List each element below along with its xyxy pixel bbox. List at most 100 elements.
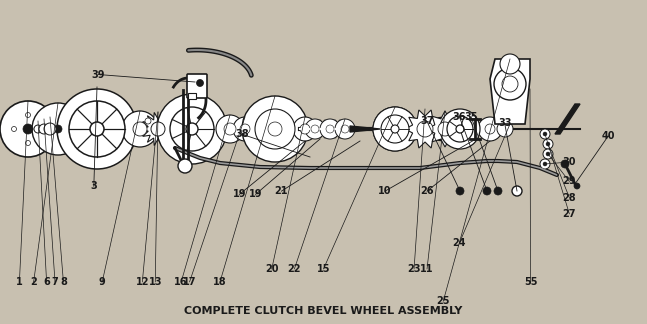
Text: 25: 25	[437, 296, 450, 306]
Circle shape	[311, 125, 319, 133]
Text: 18: 18	[213, 277, 227, 287]
Text: 13: 13	[149, 277, 162, 287]
Text: 26: 26	[421, 186, 433, 196]
Circle shape	[335, 119, 355, 139]
Text: 3: 3	[91, 181, 97, 191]
Circle shape	[151, 122, 165, 136]
Circle shape	[242, 96, 308, 162]
Text: 36: 36	[453, 112, 466, 122]
Circle shape	[561, 160, 569, 168]
Circle shape	[546, 152, 550, 156]
Circle shape	[69, 101, 125, 157]
Circle shape	[440, 109, 480, 149]
Circle shape	[233, 117, 257, 141]
Text: 2: 2	[30, 277, 37, 287]
Text: 19: 19	[233, 190, 246, 199]
Text: 30: 30	[563, 157, 576, 167]
Circle shape	[373, 107, 417, 151]
Text: 22: 22	[288, 264, 301, 274]
Text: 28: 28	[562, 193, 576, 202]
Circle shape	[326, 125, 334, 133]
Circle shape	[483, 187, 491, 195]
Circle shape	[438, 122, 452, 136]
Ellipse shape	[333, 120, 338, 138]
Circle shape	[90, 122, 104, 136]
Circle shape	[381, 115, 409, 143]
Circle shape	[255, 109, 295, 149]
Polygon shape	[141, 112, 175, 145]
Circle shape	[500, 54, 520, 74]
Circle shape	[186, 123, 198, 135]
Polygon shape	[350, 126, 380, 132]
Circle shape	[417, 121, 433, 137]
Circle shape	[300, 124, 310, 134]
Text: 10: 10	[378, 186, 391, 196]
Text: COMPLETE CLUTCH BEVEL WHEEL ASSEMBLY: COMPLETE CLUTCH BEVEL WHEEL ASSEMBLY	[184, 306, 462, 316]
Text: 27: 27	[563, 209, 576, 219]
Text: 16: 16	[175, 277, 188, 287]
Text: 17: 17	[183, 277, 196, 287]
Text: 24: 24	[453, 238, 466, 248]
Polygon shape	[555, 104, 580, 134]
Text: 33: 33	[498, 118, 511, 128]
Ellipse shape	[313, 120, 318, 138]
Circle shape	[133, 122, 147, 136]
Text: 11: 11	[421, 264, 433, 274]
Circle shape	[23, 124, 33, 134]
Circle shape	[216, 115, 244, 143]
Circle shape	[25, 112, 30, 118]
Circle shape	[341, 125, 349, 133]
Polygon shape	[405, 110, 445, 148]
Text: 37: 37	[421, 117, 433, 126]
Circle shape	[157, 94, 227, 164]
Circle shape	[32, 103, 84, 155]
Text: 6: 6	[43, 277, 50, 287]
Text: 23: 23	[408, 264, 421, 274]
Circle shape	[25, 141, 30, 145]
Circle shape	[543, 132, 547, 136]
Circle shape	[494, 187, 502, 195]
Circle shape	[540, 159, 550, 169]
Circle shape	[197, 79, 204, 87]
Circle shape	[54, 125, 62, 133]
Circle shape	[485, 124, 495, 134]
Circle shape	[39, 126, 45, 132]
Circle shape	[540, 129, 550, 139]
Circle shape	[543, 162, 547, 166]
Circle shape	[122, 111, 158, 147]
Polygon shape	[427, 111, 463, 147]
Polygon shape	[188, 93, 196, 99]
Circle shape	[0, 101, 56, 157]
Text: 1: 1	[16, 277, 23, 287]
Circle shape	[391, 125, 399, 133]
Text: 15: 15	[317, 264, 330, 274]
Circle shape	[178, 159, 192, 173]
Circle shape	[145, 118, 151, 124]
Circle shape	[268, 122, 282, 136]
Circle shape	[293, 117, 317, 141]
Circle shape	[39, 124, 49, 134]
Circle shape	[456, 125, 464, 133]
Circle shape	[170, 107, 214, 151]
Ellipse shape	[327, 120, 333, 138]
Ellipse shape	[318, 120, 322, 138]
Ellipse shape	[338, 120, 342, 138]
Circle shape	[543, 139, 553, 149]
Circle shape	[512, 186, 522, 196]
Circle shape	[478, 117, 502, 141]
Text: 20: 20	[265, 264, 278, 274]
Circle shape	[546, 142, 550, 146]
Circle shape	[12, 126, 17, 132]
Circle shape	[543, 149, 553, 159]
Circle shape	[447, 116, 473, 142]
Circle shape	[57, 89, 137, 169]
Circle shape	[574, 183, 580, 189]
Circle shape	[44, 123, 56, 135]
Circle shape	[305, 119, 325, 139]
Text: 29: 29	[563, 177, 576, 186]
Text: 8: 8	[60, 277, 67, 287]
Text: 35: 35	[465, 112, 477, 122]
Text: 55: 55	[524, 277, 537, 287]
Text: 21: 21	[275, 186, 288, 196]
Ellipse shape	[322, 120, 327, 138]
